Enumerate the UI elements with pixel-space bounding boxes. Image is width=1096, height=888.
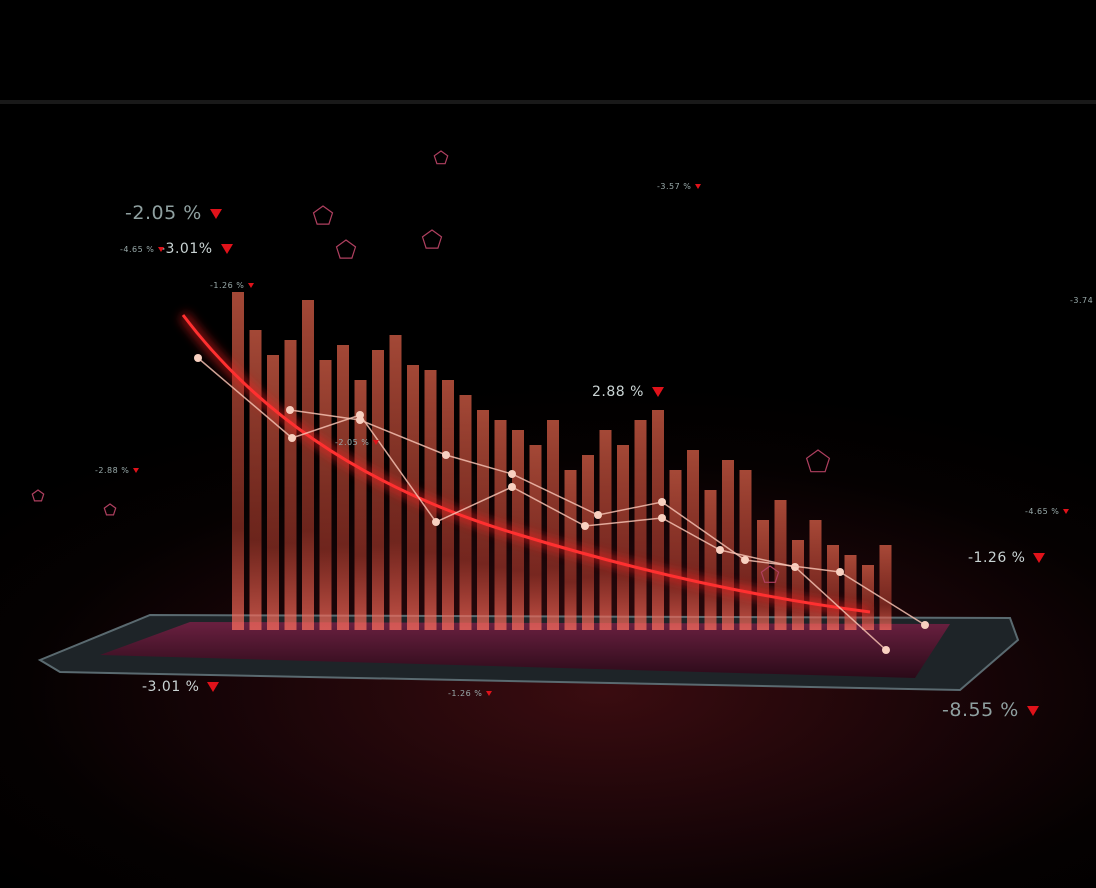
percent-label: -2.88 % [95, 466, 140, 475]
percent-value: -2.88 % [95, 466, 130, 475]
data-point [836, 568, 844, 576]
percent-value: -4.65 % [120, 245, 155, 254]
data-point [288, 434, 296, 442]
bar [302, 300, 314, 630]
bar [739, 470, 752, 630]
pentagon-icon [335, 239, 357, 259]
down-triangle-icon [651, 387, 664, 397]
pentagon-icon [421, 229, 443, 249]
percent-value: -3.57 % [657, 182, 692, 191]
down-triangle-icon [207, 682, 220, 692]
down-triangle-icon [158, 247, 165, 252]
percent-value: 2.88 % [592, 384, 644, 400]
data-point [882, 646, 890, 654]
percent-value: -8.55 % [942, 699, 1019, 721]
percent-label: -3.01 % [142, 679, 220, 695]
bar [879, 545, 892, 630]
percent-value: -2.05 % [335, 438, 370, 447]
data-point [658, 514, 666, 522]
data-point [432, 518, 440, 526]
bar [862, 565, 874, 630]
pentagon-icon [805, 449, 831, 473]
percent-value: -4.65 % [1025, 507, 1060, 516]
down-triangle-icon [695, 184, 702, 189]
down-triangle-icon [248, 283, 255, 288]
line [197, 357, 887, 651]
data-point [508, 470, 516, 478]
bar [249, 330, 262, 630]
down-triangle-icon [1033, 553, 1046, 563]
bar [757, 520, 769, 630]
percent-value: -3.01 % [142, 679, 200, 695]
line-series [194, 354, 929, 654]
bar-series [232, 292, 892, 630]
bar [372, 350, 384, 630]
percent-label: -3.74 % [1070, 296, 1096, 305]
data-point [716, 546, 724, 554]
down-triangle-icon [373, 440, 380, 445]
percent-label: -3.57 % [657, 182, 702, 191]
percent-label: -3.01% [160, 241, 233, 257]
data-point [356, 416, 364, 424]
percent-value: -1.26 % [210, 281, 245, 290]
bar [669, 470, 682, 630]
bar [687, 450, 699, 630]
down-triangle-icon [220, 244, 233, 254]
data-point [286, 406, 294, 414]
pentagon-icon [103, 503, 117, 516]
bar [319, 360, 332, 630]
data-point [194, 354, 202, 362]
bar [634, 420, 647, 630]
percent-label: -1.26 % [448, 689, 493, 698]
pentagon-icon [433, 150, 449, 165]
bar [827, 545, 839, 630]
percent-label: 2.88 % [592, 384, 664, 400]
percent-value: -3.01% [160, 241, 213, 257]
percent-label: -2.05 % [125, 202, 222, 224]
percent-value: -1.26 % [448, 689, 483, 698]
percent-label: -2.05 % [335, 438, 380, 447]
bar [267, 355, 279, 630]
top-ticker-strip [0, 100, 1096, 104]
pentagon-icon [312, 205, 334, 225]
percent-label: -4.65 % [120, 245, 165, 254]
down-triangle-icon [209, 208, 222, 219]
data-point [508, 483, 516, 491]
percent-label: -8.55 % [942, 699, 1039, 721]
bar [704, 490, 717, 630]
bar [547, 420, 559, 630]
percent-value: -3.74 % [1070, 296, 1096, 305]
down-triangle-icon [486, 691, 493, 696]
bar [844, 555, 857, 630]
data-point [741, 556, 749, 564]
data-point [594, 511, 602, 519]
bar [617, 445, 629, 630]
percent-value: -2.05 % [125, 202, 202, 224]
bar [582, 455, 594, 630]
down-triangle-icon [133, 468, 140, 473]
bar [337, 345, 349, 630]
down-triangle-icon [1026, 705, 1039, 716]
bar [284, 340, 297, 630]
data-point [581, 522, 589, 530]
percent-label: -1.26 % [968, 550, 1046, 566]
bar [232, 292, 244, 630]
bar [354, 380, 367, 630]
data-point [658, 498, 666, 506]
percent-label: -4.65 % [1025, 507, 1070, 516]
data-point [442, 451, 450, 459]
bar [599, 430, 612, 630]
pentagon-icon [760, 565, 780, 583]
percent-label: -1.26 % [210, 281, 255, 290]
pentagon-icon [31, 489, 45, 502]
data-point [921, 621, 929, 629]
bar [809, 520, 822, 630]
bar [792, 540, 804, 630]
down-triangle-icon [1063, 509, 1070, 514]
percent-value: -1.26 % [968, 550, 1026, 566]
tablet [37, 613, 1020, 692]
pentagon-decorations [31, 150, 831, 583]
